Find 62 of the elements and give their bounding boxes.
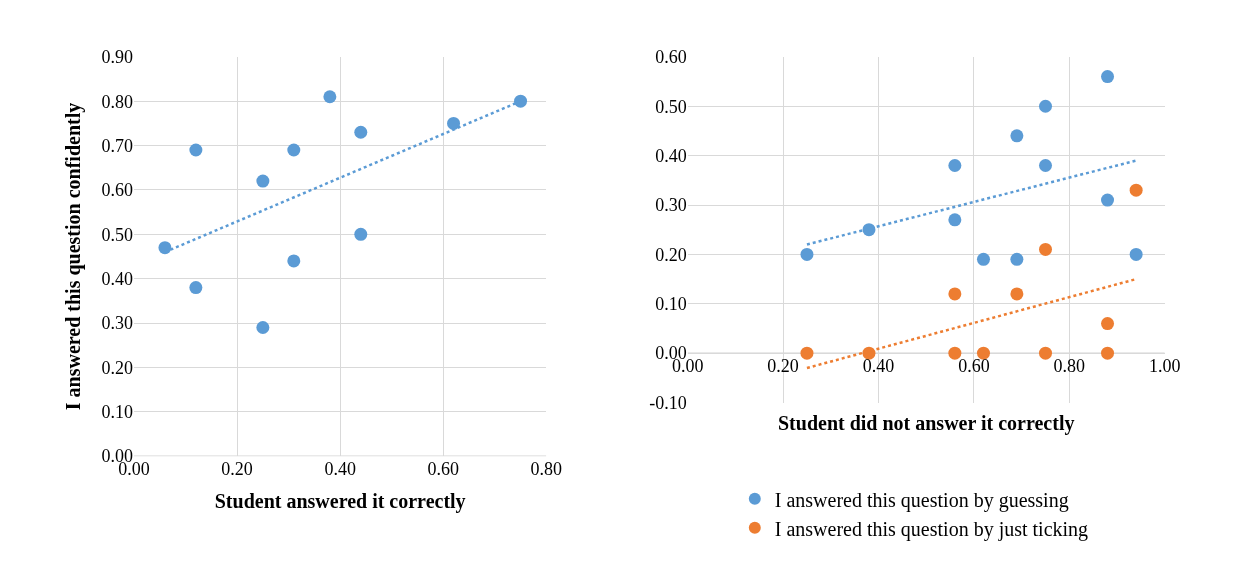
point <box>1129 247 1143 261</box>
point <box>514 94 528 108</box>
x-tick-label: 0.60 <box>427 459 459 480</box>
x-tick-label: 1.00 <box>1149 356 1181 377</box>
x-tick-label: 0.40 <box>324 459 356 480</box>
x-tick-label: 0.60 <box>958 356 990 377</box>
point <box>976 346 990 360</box>
point <box>287 254 301 268</box>
point <box>800 247 814 261</box>
point <box>948 287 962 301</box>
point <box>1101 193 1115 207</box>
point <box>1101 346 1115 360</box>
point <box>447 116 461 130</box>
point <box>1039 99 1052 113</box>
y-tick-label: 0.90 <box>101 47 134 68</box>
legend-label: I answered this question by just ticking <box>774 517 1089 541</box>
point <box>948 346 962 360</box>
x-tick-label: 0.40 <box>862 356 895 377</box>
y-tick-label: 0.40 <box>655 145 687 166</box>
y-tick-label: 0.70 <box>101 135 134 156</box>
point <box>948 158 962 172</box>
x-tick-label: 0.80 <box>1053 356 1086 377</box>
point <box>323 90 337 104</box>
x-axis-title: Student did not answer it correctly <box>777 411 1075 435</box>
point <box>1101 70 1115 84</box>
x-tick-label: 0.20 <box>767 356 799 377</box>
point <box>354 125 368 139</box>
y-tick-label: 0.30 <box>655 195 687 216</box>
y-tick-label: 0.10 <box>655 294 687 315</box>
point <box>1010 129 1024 143</box>
y-tick-label: 0.10 <box>101 402 134 423</box>
point <box>354 227 368 241</box>
y-tick-label: 0.60 <box>655 47 687 68</box>
y-tick-label: 0.20 <box>655 244 687 265</box>
point <box>256 174 270 188</box>
y-tick-label: -0.10 <box>649 392 687 413</box>
point <box>800 346 814 360</box>
point <box>1010 287 1024 301</box>
y-tick-label: 0.30 <box>101 313 134 334</box>
point <box>1039 242 1052 256</box>
point <box>189 281 203 295</box>
y-tick-label: 0.80 <box>101 91 134 112</box>
x-axis-title: Student answered it correctly <box>214 489 466 513</box>
x-tick-label: 0.80 <box>530 459 563 480</box>
point <box>1039 158 1052 172</box>
point <box>976 252 990 266</box>
y-tick-label: 0.60 <box>101 180 134 201</box>
point <box>1129 183 1143 197</box>
point <box>1039 346 1052 360</box>
point <box>256 320 270 334</box>
point <box>158 241 172 255</box>
legend-label: I answered this question by guessing <box>774 488 1069 512</box>
point <box>1101 317 1115 331</box>
point <box>189 143 203 157</box>
y-tick-label: 0.40 <box>101 268 134 289</box>
y-tick-label: 0.50 <box>101 224 134 245</box>
point <box>1010 252 1024 266</box>
x-tick-label: 0.20 <box>221 459 253 480</box>
point <box>948 213 962 227</box>
y-tick-label: 0.50 <box>655 96 687 117</box>
y-axis-title: I answered this question confidently <box>62 102 86 411</box>
point <box>287 143 301 157</box>
